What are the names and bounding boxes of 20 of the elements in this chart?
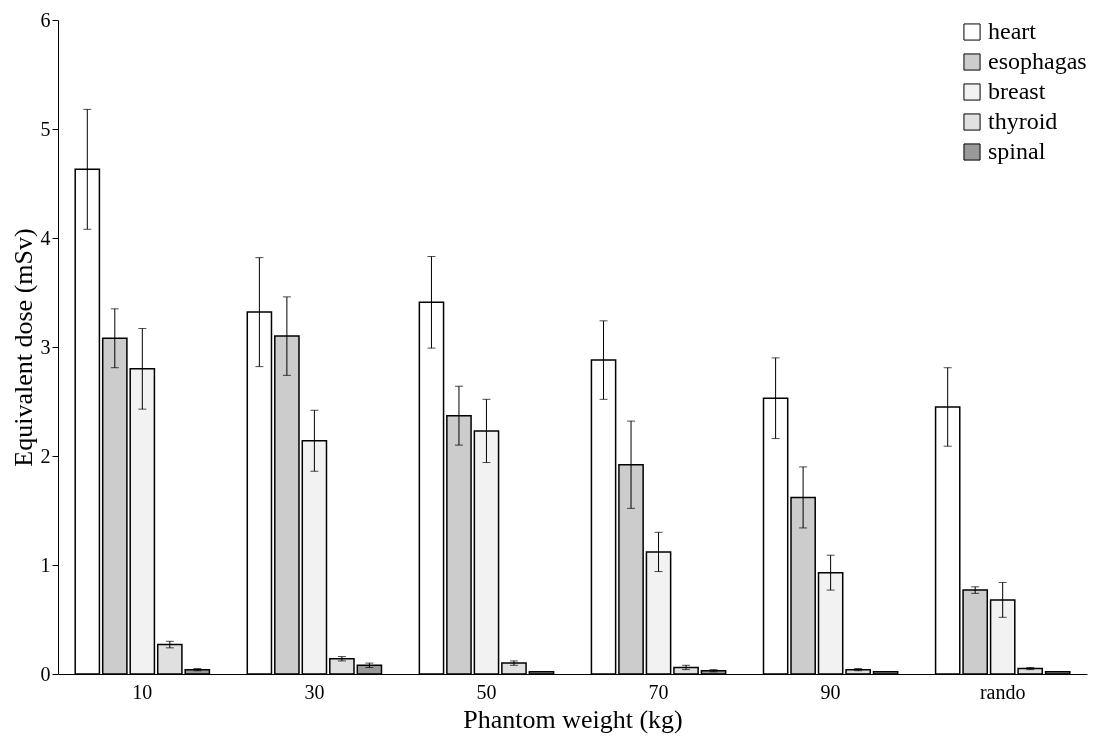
y-tick-label: 6 bbox=[40, 8, 51, 31]
x-tick-label: 50 bbox=[476, 680, 497, 703]
x-tick-label: 70 bbox=[648, 680, 669, 703]
y-tick-label: 0 bbox=[40, 662, 51, 685]
y-tick-label: 5 bbox=[40, 117, 51, 140]
legend-label: heart bbox=[988, 18, 1037, 44]
x-axis-title: Phantom weight (kg) bbox=[463, 704, 683, 734]
legend-label: spinal bbox=[988, 138, 1046, 164]
y-tick-label: 4 bbox=[40, 226, 51, 249]
y-tick-label: 3 bbox=[40, 335, 51, 358]
legend-label: breast bbox=[988, 78, 1046, 104]
x-tick-label: 30 bbox=[304, 680, 325, 703]
x-tick-label: 10 bbox=[132, 680, 153, 703]
legend-label: thyroid bbox=[988, 108, 1058, 134]
y-tick-label: 1 bbox=[40, 553, 51, 576]
legend-label: esophagas bbox=[988, 48, 1087, 74]
x-tick-label: 90 bbox=[820, 680, 841, 703]
y-axis-title: Equivalent dose (mSv) bbox=[8, 228, 38, 467]
x-tick-label: rando bbox=[979, 680, 1026, 703]
y-tick-label: 2 bbox=[40, 444, 51, 467]
